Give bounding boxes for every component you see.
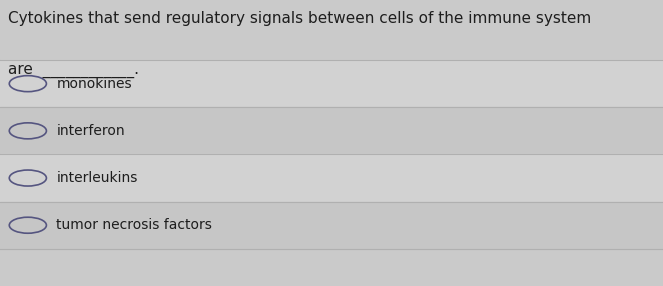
Bar xyxy=(0,202,663,249)
Bar xyxy=(0,60,663,107)
Text: monokines: monokines xyxy=(56,77,132,91)
Text: interferon: interferon xyxy=(56,124,125,138)
Text: tumor necrosis factors: tumor necrosis factors xyxy=(56,218,212,232)
Text: Cytokines that send regulatory signals between cells of the immune system: Cytokines that send regulatory signals b… xyxy=(8,11,591,26)
Text: are  ____________.: are ____________. xyxy=(8,63,139,78)
Text: interleukins: interleukins xyxy=(56,171,138,185)
Bar xyxy=(0,107,663,154)
Bar xyxy=(0,154,663,202)
